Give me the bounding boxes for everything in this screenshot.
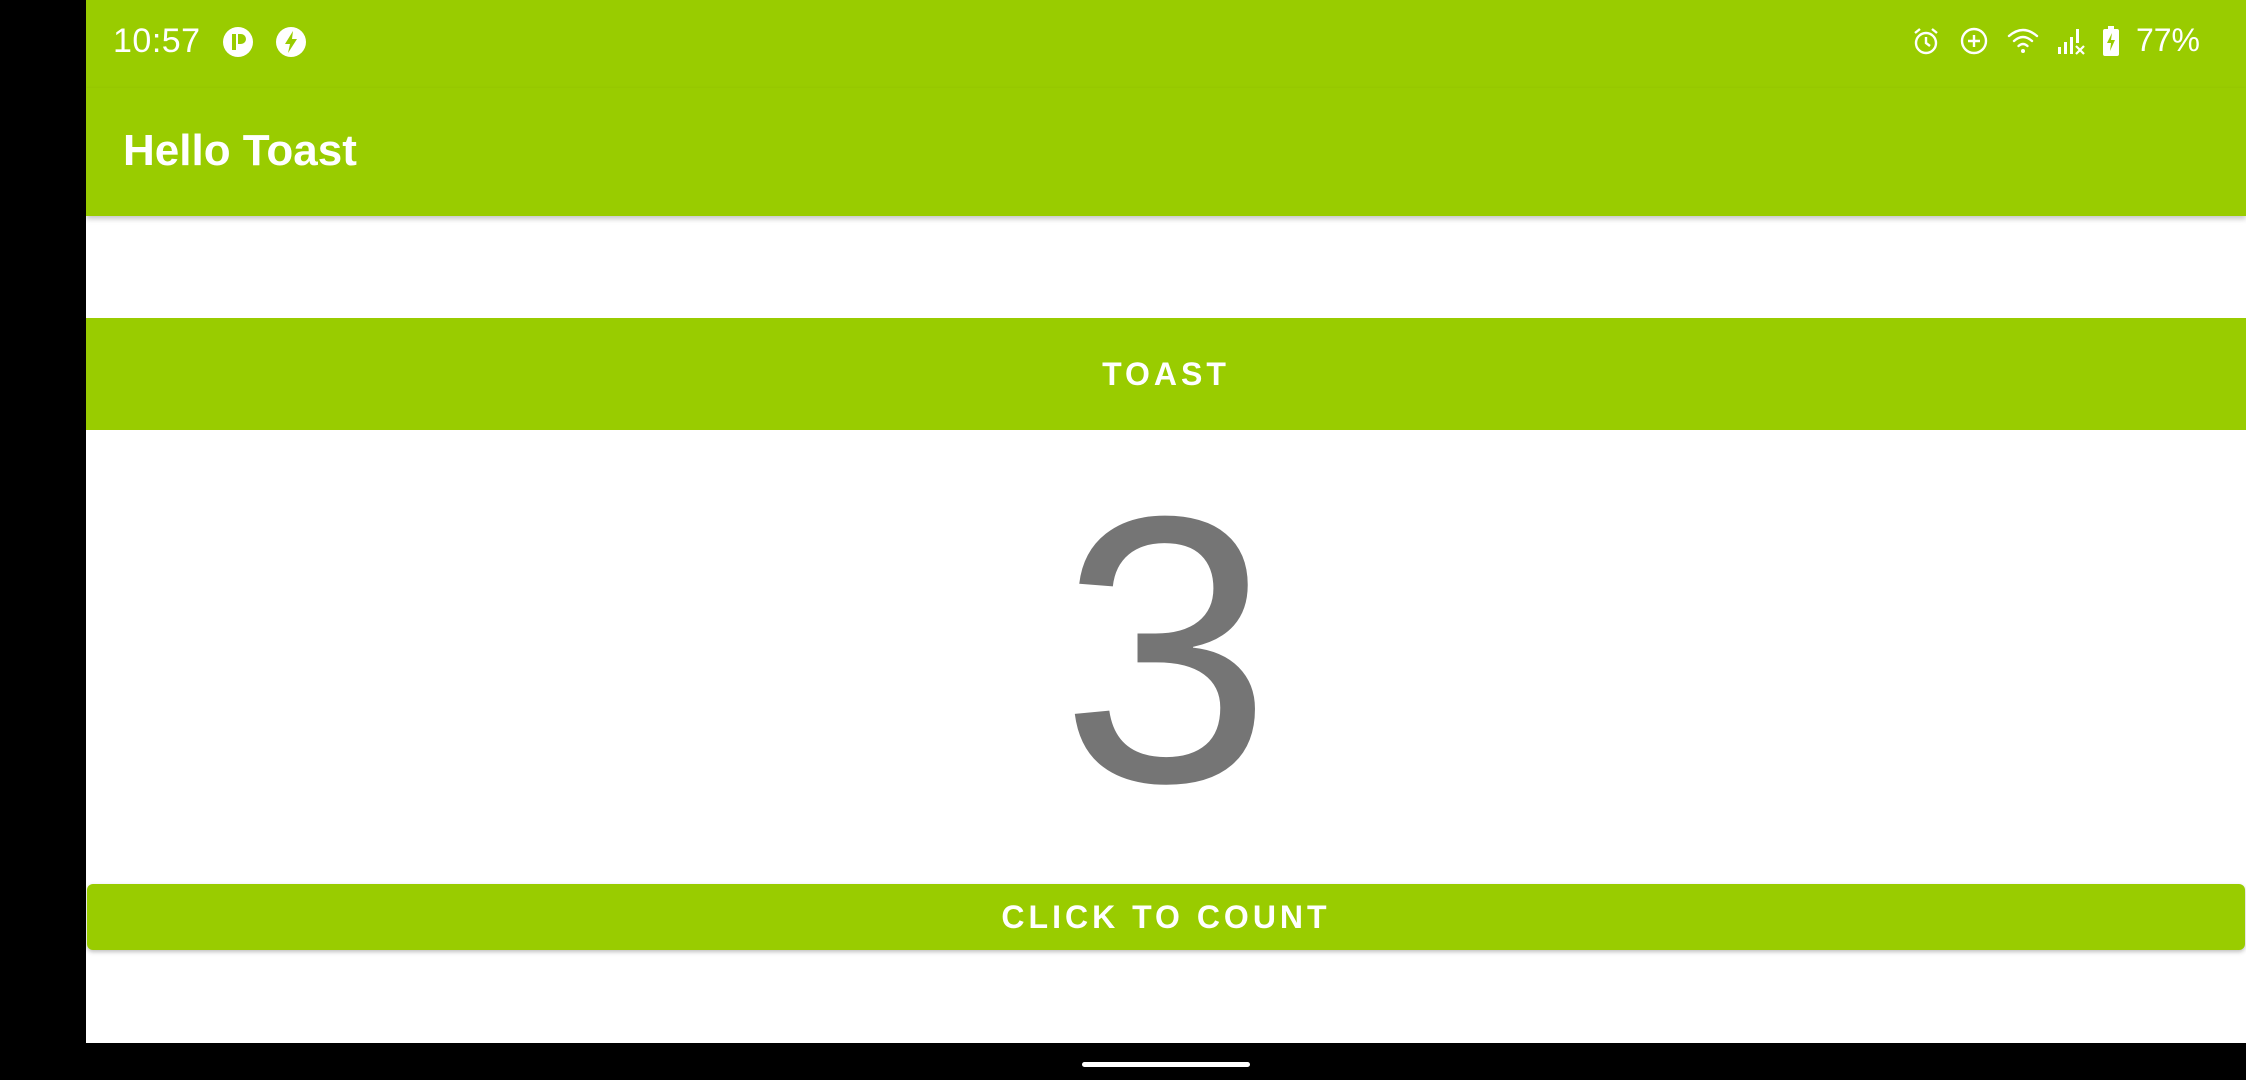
alarm-icon (1910, 25, 1942, 57)
app-screen: 10:57 (86, 0, 2246, 1043)
status-bar: 10:57 (86, 0, 2246, 88)
battery-icon (2102, 25, 2120, 57)
data-saver-icon (1958, 25, 1990, 57)
status-notification-icons (222, 26, 307, 58)
gesture-nav-handle[interactable] (1082, 1062, 1250, 1067)
app-title: Hello Toast (123, 126, 357, 175)
flash-icon (275, 26, 307, 58)
toast-button[interactable]: TOAST (86, 318, 2246, 430)
status-system-icons: 77% (1910, 22, 2200, 59)
status-time: 10:57 (113, 22, 201, 60)
count-display: 3 (1060, 437, 1272, 862)
signal-icon (2056, 25, 2086, 57)
p-icon (222, 26, 254, 58)
click-to-count-button[interactable]: CLICK TO COUNT (87, 884, 2245, 950)
app-bar: Hello Toast (86, 88, 2246, 216)
battery-percent: 77% (2135, 22, 2200, 58)
wifi-icon (2006, 25, 2040, 57)
